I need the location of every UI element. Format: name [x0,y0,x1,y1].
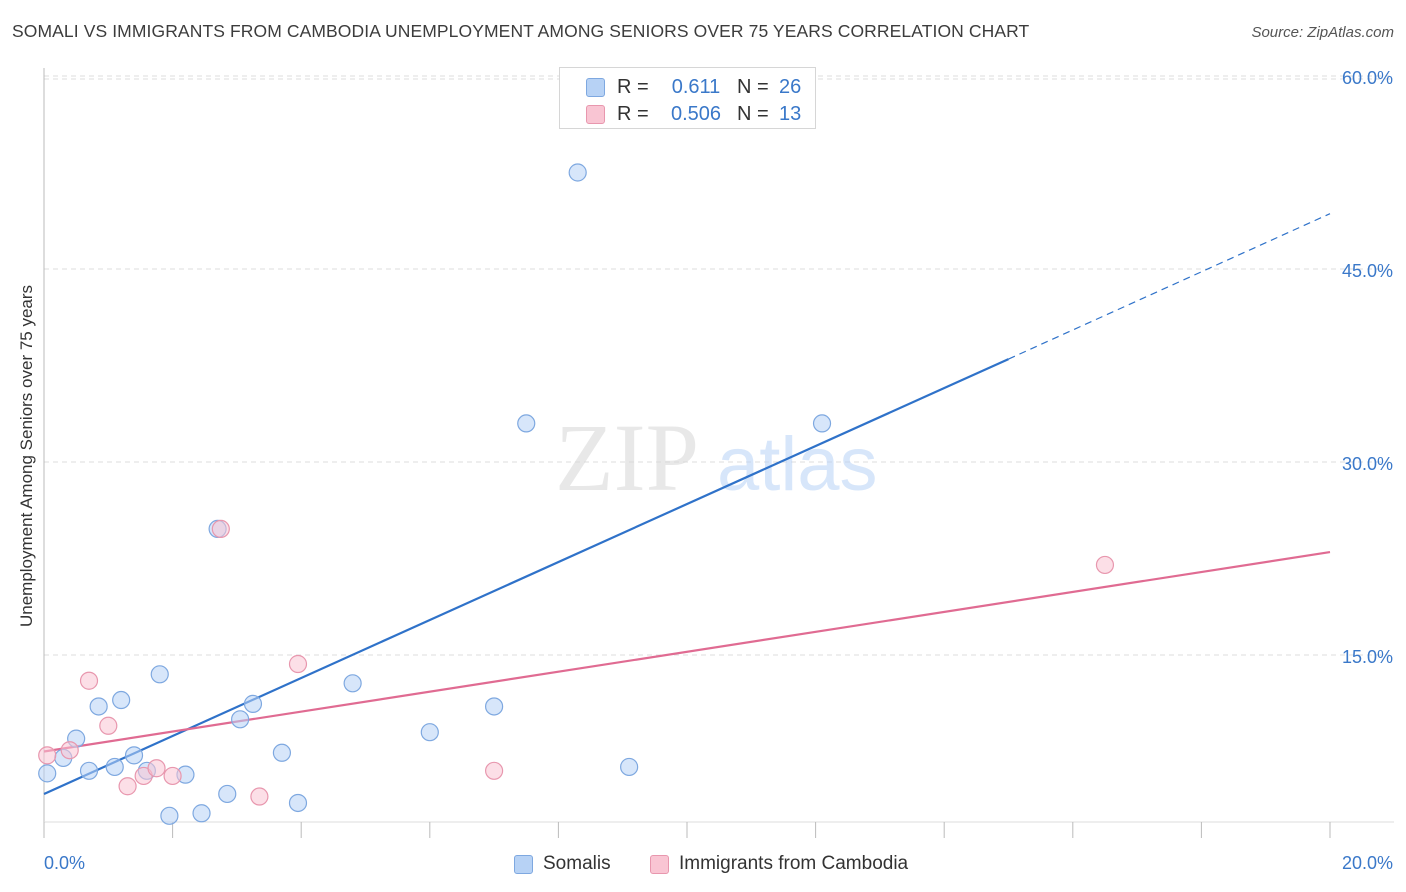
somalis-point [517,414,536,433]
n-value: 26 [779,75,802,98]
somalis-swatch [514,854,533,874]
somalis-point [812,414,832,433]
somalis-point [160,806,179,825]
somalis-point [272,743,292,762]
cambodia-point [118,777,137,796]
y-tick-labels: 15.0% 30.0% 45.0% 60.0% [1342,68,1393,667]
cambodia-point [250,787,269,806]
cambodia-point [99,716,118,735]
axes [43,68,1394,838]
somalis-swatch [586,77,605,97]
legend-row-cambodia: R = 0.506 N = 13 [586,102,801,126]
x-tick-labels: 0.0% 20.0% [44,853,1393,873]
somalis-point [89,697,108,716]
somalis-legend-label: Somalis [543,853,611,874]
r-label: R = [617,75,649,98]
y-axis-label: Unemployment Among Seniors over 75 years [17,284,36,628]
somalis-point [150,665,169,684]
somalis-point [420,723,439,742]
somalis-point [124,746,144,765]
bottom-legend-somalis: Somalis [514,852,611,876]
somalis-point [485,697,504,716]
trend-lines [43,213,1331,795]
data-points [38,163,1115,825]
cambodia-point [1095,555,1115,575]
chart-title: SOMALI VS IMMIGRANTS FROM CAMBODIA UNEMP… [12,21,1030,41]
y-tick-label: 60.0% [1342,68,1393,88]
somalis-point [568,163,587,182]
cambodia-swatch [586,104,605,124]
n-value: 13 [779,102,802,125]
y-tick-label: 45.0% [1342,261,1393,281]
somalis-point [192,804,211,823]
cambodia-legend-label: Immigrants from Cambodia [679,853,909,874]
stats-legend: R = 0.611 N = 26 R = 0.506 N = 13 [559,67,816,129]
gridlines [44,75,1394,656]
cambodia-point [163,766,182,786]
r-value: 0.506 [670,102,722,125]
x-tick-label-min: 0.0% [44,853,85,873]
n-label: N = [737,102,769,125]
somalis-point [343,674,362,693]
n-label: N = [737,75,769,98]
somalis-point [38,764,57,783]
cambodia-point [60,741,79,760]
legend-row-somalis: R = 0.611 N = 26 [586,75,801,99]
watermark-atlas: atlas [717,422,878,507]
bottom-legend-cambodia: Immigrants from Cambodia [650,852,908,876]
cambodia-swatch [650,854,669,874]
cambodia-trend-line [43,550,1331,753]
cambodia-point [288,654,308,674]
watermark-zip: ZIP [555,404,699,511]
watermark: ZIP atlas [555,404,878,511]
somalis-point [79,761,99,780]
r-value: 0.611 [671,75,721,98]
somalis-point [112,690,131,710]
source-label: Source: ZipAtlas.com [1251,24,1394,41]
cambodia-point [147,759,166,778]
somalis-point [218,784,237,804]
y-tick-label: 15.0% [1342,647,1393,667]
somalis-point [288,793,308,813]
x-tick-label-max: 20.0% [1342,853,1393,873]
somalis-trend-extension [1008,213,1331,360]
r-label: R = [617,102,649,125]
somalis-point [231,710,250,729]
somalis-point [620,757,639,777]
y-tick-label: 30.0% [1342,454,1393,474]
somalis-point [243,694,263,713]
cambodia-point [79,671,99,690]
somalis-trend-line [43,358,1009,795]
cambodia-point [211,519,230,539]
somalis-point [105,757,124,777]
cambodia-point [485,761,504,780]
cambodia-point [38,746,57,765]
